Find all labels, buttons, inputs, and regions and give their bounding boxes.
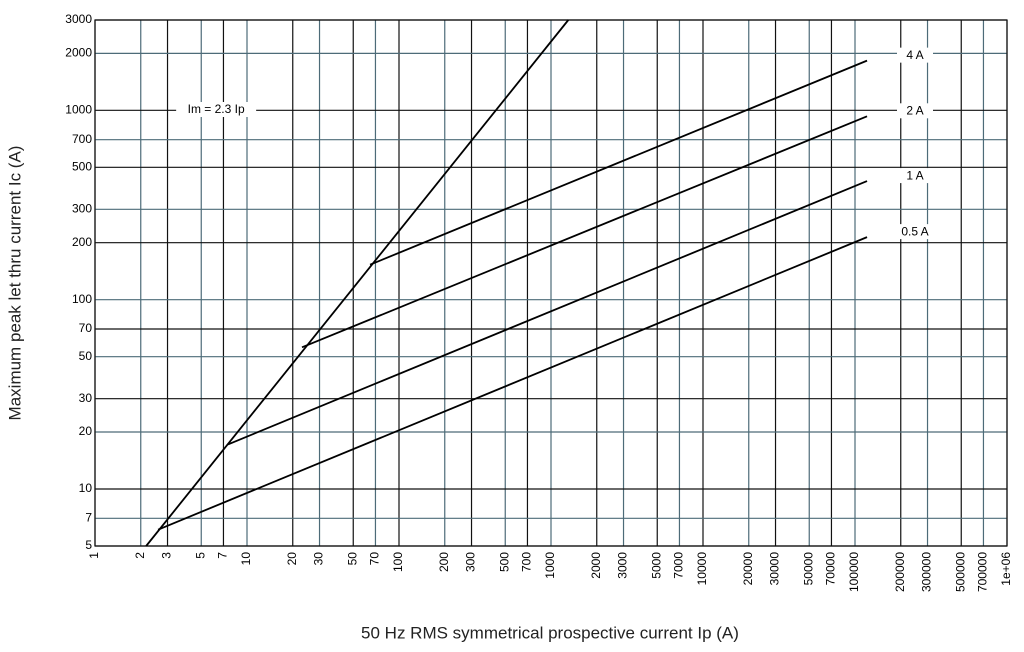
x-tick-label: 1000 bbox=[543, 552, 557, 579]
series-line bbox=[369, 59, 868, 266]
y-tick-label: 70 bbox=[79, 321, 93, 335]
x-tick-label: 50 bbox=[345, 552, 359, 566]
x-tick-label: 200000 bbox=[893, 552, 907, 592]
x-tick-label: 500 bbox=[497, 552, 511, 572]
y-tick-label: 1000 bbox=[65, 103, 92, 117]
x-tick-label: 1 bbox=[87, 552, 101, 559]
series-label: 2 A bbox=[906, 103, 923, 117]
y-tick-label: 7 bbox=[85, 511, 92, 525]
x-tick-label: 7 bbox=[216, 552, 230, 559]
x-tick-label: 3000 bbox=[616, 552, 630, 579]
y-tick-label: 700 bbox=[72, 132, 92, 146]
y-tick-label: 500 bbox=[72, 160, 92, 174]
y-tick-label: 20 bbox=[79, 424, 93, 438]
x-tick-label: 700000 bbox=[976, 552, 990, 592]
x-tick-label: 30000 bbox=[768, 552, 782, 586]
x-tick-label: 2 bbox=[133, 552, 147, 559]
y-axis-title: Maximum peak let thru current Ic (A) bbox=[5, 146, 24, 421]
x-tick-label: 10 bbox=[239, 552, 253, 566]
x-tick-label: 300 bbox=[464, 552, 478, 572]
series-label: 1 A bbox=[906, 168, 923, 182]
x-tick-label: 30 bbox=[312, 552, 326, 566]
label-background bbox=[897, 168, 933, 184]
x-tick-label: 10000 bbox=[695, 552, 709, 586]
x-tick-label: 20000 bbox=[741, 552, 755, 586]
series-label: 4 A bbox=[906, 48, 923, 62]
y-tick-label: 10 bbox=[79, 481, 93, 495]
y-tick-label: 5 bbox=[85, 538, 92, 552]
y-tick-label: 50 bbox=[79, 349, 93, 363]
series-line bbox=[227, 180, 868, 446]
plot-frame bbox=[94, 19, 1008, 547]
x-tick-label: 3 bbox=[160, 552, 174, 559]
x-tick-label: 200 bbox=[437, 552, 451, 572]
y-tick-label: 3000 bbox=[65, 12, 92, 26]
y-tick-label: 200 bbox=[72, 235, 92, 249]
series-label: Im = 2.3 Ip bbox=[188, 102, 245, 116]
label-background bbox=[176, 102, 257, 117]
series-line bbox=[301, 115, 868, 349]
y-tick-label: 100 bbox=[72, 292, 92, 306]
label-background bbox=[897, 47, 933, 63]
x-axis-title: 50 Hz RMS symmetrical prospective curren… bbox=[361, 623, 739, 642]
series-line bbox=[157, 236, 868, 531]
x-tick-label: 5000 bbox=[649, 552, 663, 579]
x-tick-label: 100000 bbox=[847, 552, 861, 592]
x-tick-label: 100 bbox=[391, 552, 405, 572]
x-tick-label: 70 bbox=[368, 552, 382, 566]
label-background bbox=[897, 103, 933, 119]
y-tick-label: 2000 bbox=[65, 46, 92, 60]
x-tick-label: 7000 bbox=[672, 552, 686, 579]
x-tick-label: 300000 bbox=[920, 552, 934, 592]
x-tick-label: 5 bbox=[193, 552, 207, 559]
series-label: 0.5 A bbox=[901, 224, 928, 238]
series-line bbox=[145, 19, 570, 547]
x-tick-label: 1e+06 bbox=[999, 552, 1013, 586]
label-background bbox=[897, 224, 933, 240]
x-tick-label: 50000 bbox=[801, 552, 815, 586]
y-tick-label: 30 bbox=[79, 391, 93, 405]
y-tick-label: 300 bbox=[72, 202, 92, 216]
x-tick-label: 500000 bbox=[953, 552, 967, 592]
x-tick-label: 20 bbox=[285, 552, 299, 566]
x-tick-label: 70000 bbox=[824, 552, 838, 586]
x-tick-label: 700 bbox=[520, 552, 534, 572]
x-tick-label: 2000 bbox=[589, 552, 603, 579]
